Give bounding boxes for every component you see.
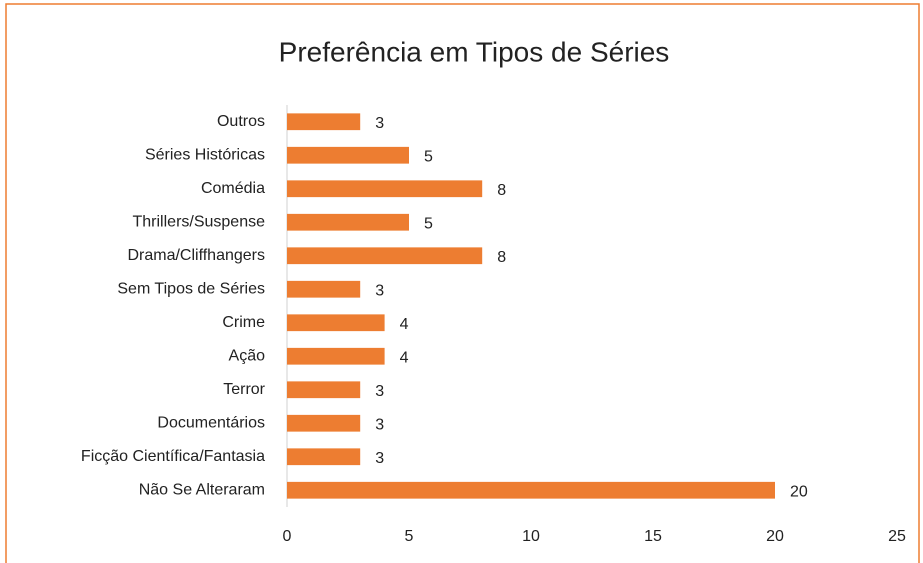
bar xyxy=(287,381,361,399)
y-tick-label: Outros xyxy=(217,113,265,130)
y-tick-label: Terror xyxy=(223,381,265,398)
bar xyxy=(287,314,385,332)
data-label: 3 xyxy=(375,115,384,132)
y-tick-label: Ação xyxy=(229,347,266,364)
data-label: 5 xyxy=(424,148,433,165)
x-tick-label: 15 xyxy=(644,528,662,545)
bar xyxy=(287,280,361,298)
data-label: 3 xyxy=(375,383,384,400)
x-tick-label: 25 xyxy=(888,528,906,545)
bar xyxy=(287,180,483,198)
x-tick-label: 10 xyxy=(522,528,540,545)
data-label: 8 xyxy=(497,182,506,199)
data-label: 5 xyxy=(424,215,433,232)
bar xyxy=(287,448,361,466)
x-tick-label: 5 xyxy=(405,528,414,545)
x-tick-label: 20 xyxy=(766,528,784,545)
y-tick-label: Sem Tipos de Séries xyxy=(117,280,265,297)
bar xyxy=(287,247,483,265)
data-label: 20 xyxy=(790,483,808,500)
y-tick-label: Não Se Alteraram xyxy=(139,481,265,498)
data-label: 8 xyxy=(497,249,506,266)
bar xyxy=(287,347,385,365)
y-tick-label: Thrillers/Suspense xyxy=(133,213,266,230)
data-label: 3 xyxy=(375,282,384,299)
y-tick-label: Crime xyxy=(222,314,265,331)
bar xyxy=(287,481,775,499)
y-tick-label: Documentários xyxy=(157,414,265,431)
y-tick-label: Séries Históricas xyxy=(145,146,265,163)
bar xyxy=(287,414,361,432)
bar xyxy=(287,113,361,131)
x-tick-label: 0 xyxy=(283,528,292,545)
chart-frame xyxy=(5,3,920,563)
y-tick-label: Ficção Científica/Fantasia xyxy=(81,448,265,465)
data-label: 3 xyxy=(375,416,384,433)
data-label: 4 xyxy=(400,349,409,366)
bar xyxy=(287,213,409,231)
y-tick-label: Comédia xyxy=(201,180,265,197)
y-tick-label: Drama/Cliffhangers xyxy=(127,247,265,264)
bar xyxy=(287,146,409,164)
data-label: 4 xyxy=(400,316,409,333)
chart-title: Preferência em Tipos de Séries xyxy=(279,36,670,67)
data-label: 3 xyxy=(375,450,384,467)
